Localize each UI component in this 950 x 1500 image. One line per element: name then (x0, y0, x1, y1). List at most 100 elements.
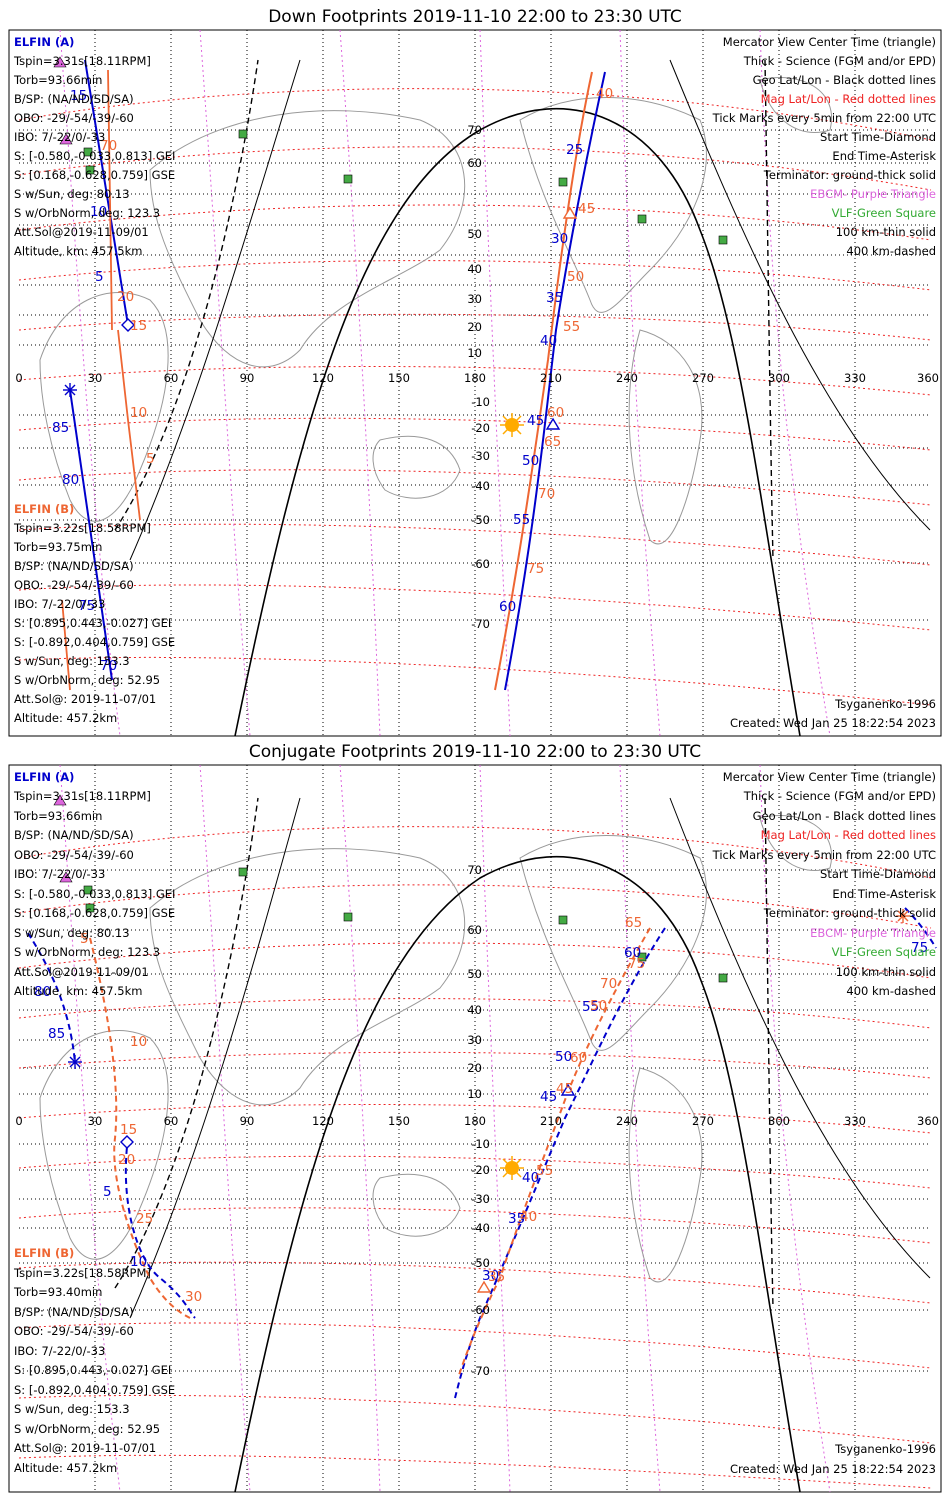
info-line: B/SP: (NA/ND/SD/SA) (14, 559, 134, 573)
legend-item: Start Time-Diamond (820, 867, 936, 881)
tick-label: 45 (527, 413, 544, 429)
legend-item: 100 km-thin solid (836, 965, 936, 979)
legend: Mercator View Center Time (triangle) Thi… (712, 770, 937, 998)
lat-label: 50 (467, 227, 482, 241)
legend-item: EBCM- Purple Triangle (810, 926, 936, 940)
lat-label: -40 (471, 479, 490, 493)
lat-label: -50 (471, 1256, 490, 1270)
terminator-400km (114, 797, 259, 1289)
info-line: Torb=93.75min (13, 540, 102, 554)
tick-label: 60 (570, 1050, 587, 1066)
lat-label: -50 (471, 513, 490, 527)
legend-item: VLF-Green Square (832, 206, 936, 220)
tick-label: 30 (185, 1289, 202, 1305)
terminator-100km (129, 797, 931, 1319)
info-line: Torb=93.40min (13, 1285, 102, 1299)
lat-label: 20 (467, 320, 482, 334)
lon-label: 330 (844, 1114, 866, 1128)
tick-label: 45 (540, 1089, 557, 1105)
mag-grid (18, 88, 932, 706)
elfin-b-track-west-south (61, 599, 71, 691)
elfin-b-track-east (494, 71, 593, 691)
tick-label: 60 (547, 405, 564, 421)
tick-label: 50 (590, 998, 607, 1014)
info-line: Att.Sol@2019-11-09/01 (14, 225, 149, 239)
legend-item: End Time-Asterisk (832, 149, 936, 163)
info-line: Att.Sol@: 2019-11-07/01 (14, 1441, 156, 1455)
elfin-b-center-triangle (476, 1280, 492, 1293)
lon-label: 90 (240, 1114, 255, 1128)
info-line: B/SP: (NA/ND/SD/SA) (14, 92, 134, 106)
lon-label: 30 (88, 1114, 103, 1128)
tick-label: 30 (551, 231, 568, 247)
info-line: B/SP: (NA/ND/SD/SA) (14, 828, 134, 842)
lat-label: 30 (467, 1033, 482, 1047)
mag-meridians (59, 764, 831, 1493)
lat-label: 20 (467, 1061, 482, 1075)
sun-icon (500, 1156, 524, 1180)
legend-item: Geo Lat/Lon - Black dotted lines (753, 73, 936, 87)
tick-label: 65 (544, 434, 561, 450)
lon-label: 240 (616, 1114, 638, 1128)
model-label: Tsyganenko-1996 (834, 697, 936, 711)
lon-label: 300 (768, 1114, 790, 1128)
lon-label: 90 (240, 371, 255, 385)
lat-label: -70 (471, 617, 490, 631)
lon-axis-labels: 0 30 60 90 120 150 180 210 240 270 300 3… (15, 371, 939, 385)
info-line: S: [0.168,-0.628,0.759] GSE (14, 906, 175, 920)
lat-label: 70 (467, 123, 482, 137)
info-line: Altitude: 457.2km (14, 711, 117, 725)
lat-label: -30 (471, 1192, 490, 1206)
tick-label: 20 (118, 1152, 135, 1168)
elfin-b-heading: ELFIN (B) (14, 502, 74, 516)
tick-label: 50 (522, 453, 539, 469)
tick-label: 50 (555, 1049, 572, 1065)
tick-label: 70 (538, 486, 555, 502)
lat-label: -60 (471, 557, 490, 571)
info-line: OBO: -29/-54/-39/-60 (14, 111, 134, 125)
lat-label: 30 (467, 292, 482, 306)
elfin-a-track-far-east (904, 907, 937, 949)
lon-label: 180 (464, 371, 486, 385)
tick-label: 80 (62, 472, 79, 488)
legend-item: Mercator View Center Time (triangle) (723, 35, 936, 49)
tick-label: 10 (130, 1254, 147, 1270)
elfin-a-end-asterisk (63, 383, 77, 397)
lon-label: 300 (768, 371, 790, 385)
elfin-a-tick-labels: 15 10 5 85 80 75 70 25 30 35 40 45 50 55… (52, 88, 583, 674)
lat-label: -40 (471, 1221, 490, 1235)
tick-label: 55 (536, 1163, 553, 1179)
tick-label: 25 (136, 1211, 153, 1227)
elfin-a-center-triangle (545, 417, 561, 430)
lon-label: 270 (692, 1114, 714, 1128)
tick-label: 45 (578, 201, 595, 217)
tick-label: 5 (103, 1184, 112, 1200)
legend-item: Mag Lat/Lon - Red dotted lines (761, 92, 936, 106)
ebcm-triangle (59, 133, 73, 145)
info-line: S w/OrbNorm, deg: 123.3 (14, 945, 160, 959)
elfin-a-info: ELFIN (A) Tspin=3.31s[18.11RPM] Torb=93.… (13, 770, 175, 998)
down-footprints-panel: Down Footprints 2019-11-10 22:00 to 23:3… (8, 7, 942, 737)
info-line: S: [-0.580,-0.033,0.813] GEI (14, 887, 175, 901)
tick-label: 10 (130, 1034, 147, 1050)
lon-label: 210 (540, 371, 562, 385)
info-line: S: [-0.580,-0.033,0.813] GEI (14, 149, 175, 163)
elfin-a-heading: ELFIN (A) (14, 35, 74, 49)
info-line: IBO: 7/-22/0/-33 (14, 867, 105, 881)
tick-label: 15 (130, 318, 147, 334)
legend-item: Start Time-Diamond (820, 130, 936, 144)
lon-axis-labels: 0 30 60 90 120 150 180 210 240 270 300 3… (15, 1114, 939, 1128)
tick-label: 55 (513, 512, 530, 528)
lat-label: -30 (471, 449, 490, 463)
lon-label: 60 (164, 371, 179, 385)
info-line: S: [0.168,-0.628,0.759] GSE (14, 168, 175, 182)
tick-label: 5 (80, 931, 89, 947)
info-line: Altitude: 457.2km (14, 1461, 117, 1475)
tick-label: 75 (628, 956, 645, 972)
elfin-a-center-triangle (560, 1083, 576, 1096)
terminator-ground (234, 107, 801, 737)
legend-item: 400 km-dashed (846, 984, 936, 998)
info-line: S: [-0.892,0.404,0.759] GSE (14, 1383, 175, 1397)
tick-label: 65 (625, 915, 642, 931)
legend-item: Terminator: ground-thick solid (763, 168, 936, 182)
